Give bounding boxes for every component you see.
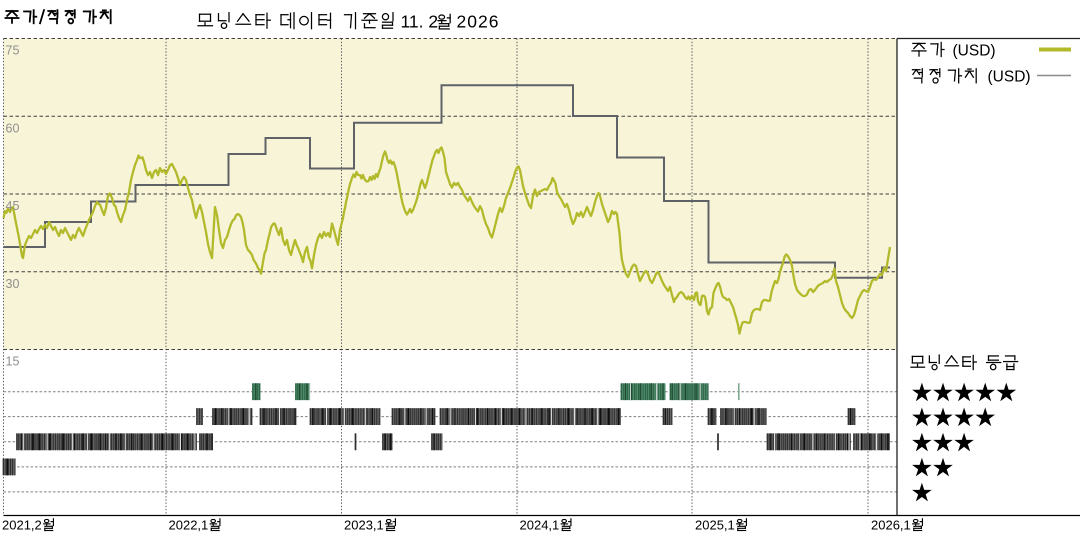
svg-text:(USD): (USD) bbox=[988, 69, 1031, 86]
svg-text:45: 45 bbox=[6, 199, 20, 213]
svg-text:60: 60 bbox=[6, 121, 20, 135]
svg-text:2026: 2026 bbox=[457, 11, 500, 31]
svg-text:15: 15 bbox=[6, 355, 20, 369]
svg-text:(USD): (USD) bbox=[953, 42, 996, 59]
svg-text:30: 30 bbox=[6, 277, 20, 291]
svg-text:2026,1: 2026,1 bbox=[871, 518, 911, 533]
svg-text:2024,1: 2024,1 bbox=[520, 518, 560, 533]
svg-text:11. 2: 11. 2 bbox=[401, 11, 439, 31]
svg-text:2025,1: 2025,1 bbox=[695, 518, 735, 533]
svg-text:75: 75 bbox=[6, 44, 20, 58]
svg-text:2021,2: 2021,2 bbox=[2, 518, 42, 533]
svg-text:2022,1: 2022,1 bbox=[169, 518, 209, 533]
svg-text:2023,1: 2023,1 bbox=[344, 518, 384, 533]
